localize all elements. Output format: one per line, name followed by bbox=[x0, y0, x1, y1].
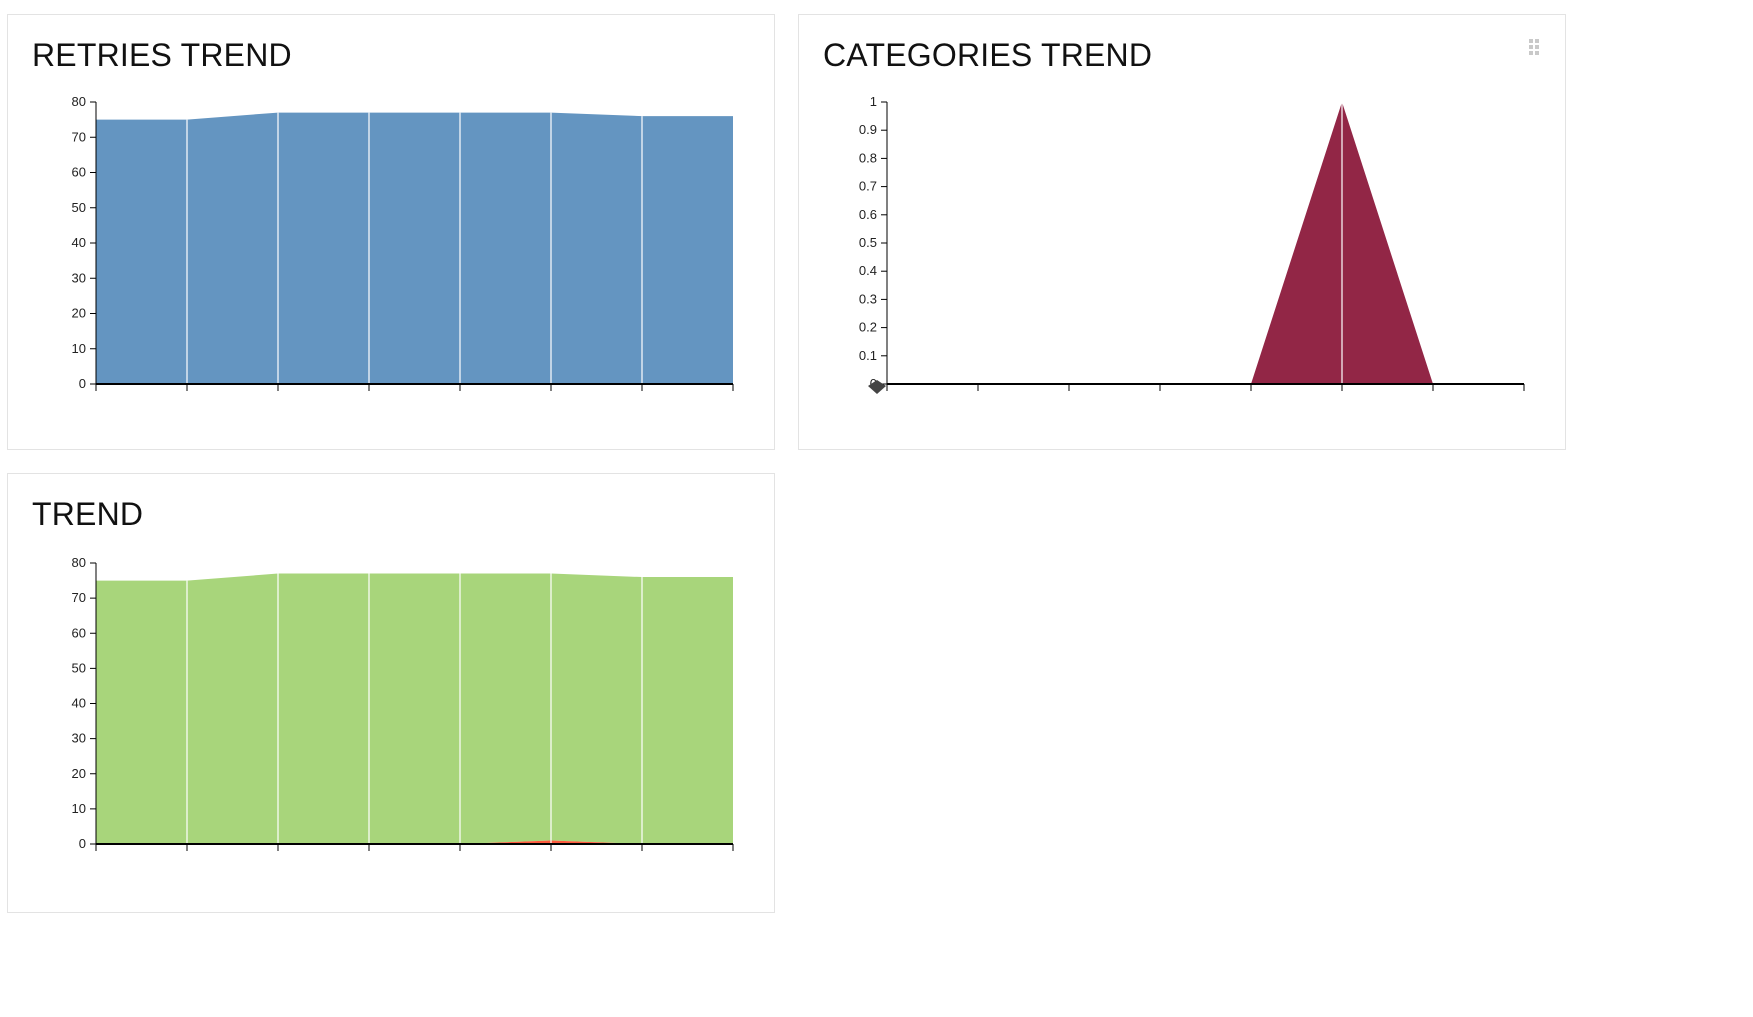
y-tick-label: 50 bbox=[72, 660, 86, 675]
y-tick-label: 30 bbox=[72, 270, 86, 285]
y-tick-label: 40 bbox=[72, 696, 86, 711]
widget-title: CATEGORIES TREND bbox=[823, 37, 1153, 73]
y-tick-label: 60 bbox=[72, 625, 86, 640]
y-tick-label: 0.7 bbox=[859, 179, 877, 194]
y-tick-label: 0.6 bbox=[859, 207, 877, 222]
y-tick-label: 1 bbox=[870, 94, 877, 109]
y-tick-label: 0 bbox=[79, 836, 86, 851]
y-tick-label: 20 bbox=[72, 766, 86, 781]
diamond-marker-icon bbox=[868, 380, 886, 394]
area-series-0 bbox=[887, 102, 1524, 384]
y-tick-label: 80 bbox=[72, 555, 86, 570]
drag-handle-icon[interactable] bbox=[1529, 39, 1541, 57]
y-tick-label: 40 bbox=[72, 235, 86, 250]
y-tick-label: 10 bbox=[72, 801, 86, 816]
y-tick-label: 0.8 bbox=[859, 150, 877, 165]
y-tick-label: 0.9 bbox=[859, 122, 877, 137]
y-tick-label: 0.3 bbox=[859, 291, 877, 306]
area-series-0 bbox=[96, 112, 733, 384]
y-tick-label: 70 bbox=[72, 129, 86, 144]
trend-widget: TREND 0 10 20 30 40 50 60 70 80 bbox=[7, 473, 775, 913]
y-tick-label: 50 bbox=[72, 200, 86, 215]
y-tick-label: 20 bbox=[72, 306, 86, 321]
retries-trend-chart: 0 10 20 30 40 50 60 70 80 bbox=[72, 94, 734, 391]
categories-trend-chart: 00.10.20.30.40.50.60.70.80.91 bbox=[859, 94, 1525, 394]
trend-chart: 0 10 20 30 40 50 60 70 80 bbox=[72, 555, 734, 851]
area-series-1 bbox=[96, 573, 733, 844]
y-tick-label: 0.4 bbox=[859, 263, 877, 278]
y-tick-label: 60 bbox=[72, 165, 86, 180]
retries-trend-widget: RETRIES TREND 0 10 20 30 40 50 60 70 80 bbox=[7, 14, 775, 450]
y-tick-label: 10 bbox=[72, 341, 86, 356]
categories-trend-widget: CATEGORIES TREND 00.10.20.30.40.50.60.70… bbox=[798, 14, 1566, 450]
widget-title: TREND bbox=[32, 496, 144, 532]
y-tick-label: 80 bbox=[72, 94, 86, 109]
y-tick-label: 70 bbox=[72, 590, 86, 605]
widget-title: RETRIES TREND bbox=[32, 37, 292, 73]
y-tick-label: 0.2 bbox=[859, 320, 877, 335]
y-tick-label: 30 bbox=[72, 731, 86, 746]
y-tick-label: 0.5 bbox=[859, 235, 877, 250]
y-tick-label: 0.1 bbox=[859, 348, 877, 363]
y-tick-label: 0 bbox=[79, 376, 86, 391]
